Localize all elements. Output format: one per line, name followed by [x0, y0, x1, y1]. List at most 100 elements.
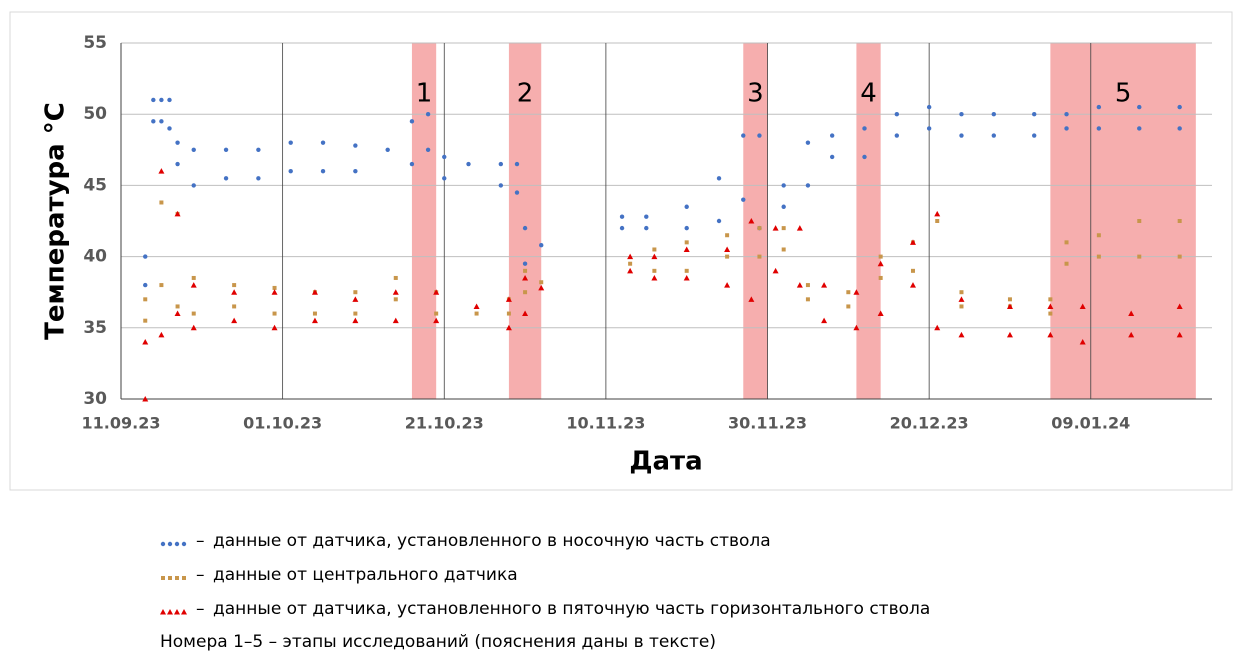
data-point: [781, 183, 786, 188]
data-point: [522, 310, 529, 317]
data-point: [353, 143, 358, 148]
data-point: [652, 268, 657, 273]
data-point: [1137, 254, 1142, 259]
data-point: [168, 576, 172, 580]
data-point: [272, 311, 277, 316]
data-point: [288, 140, 293, 145]
data-point: [748, 296, 755, 302]
y-tick-label: 55: [83, 33, 107, 53]
legend-separator: –: [196, 531, 205, 551]
stage-label: 4: [860, 79, 877, 109]
stage-label: 5: [1115, 79, 1132, 109]
x-tick-label: 01.10.23: [243, 414, 322, 433]
data-point: [651, 253, 658, 260]
data-point: [425, 112, 431, 117]
stage-label: 2: [517, 79, 534, 109]
data-point: [627, 253, 634, 260]
data-point: [805, 297, 810, 302]
data-point: [522, 225, 528, 231]
data-point: [716, 218, 722, 224]
data-point: [522, 261, 528, 266]
data-point: [312, 311, 317, 316]
data-point: [190, 324, 197, 331]
data-point: [506, 311, 511, 316]
data-point: [433, 317, 440, 324]
data-point: [232, 283, 237, 288]
data-point: [909, 239, 916, 245]
data-point: [190, 282, 197, 288]
data-point: [1096, 104, 1102, 110]
y-tick-label: 50: [83, 104, 107, 124]
data-point: [143, 282, 148, 288]
data-point: [498, 183, 504, 188]
data-point: [627, 267, 634, 274]
data-point: [167, 126, 172, 131]
data-point: [409, 119, 415, 124]
data-point: [683, 246, 690, 252]
data-point: [271, 289, 278, 295]
data-point: [1006, 331, 1013, 338]
data-point: [353, 168, 358, 174]
data-point: [1137, 104, 1142, 110]
data-point: [392, 317, 399, 324]
stage-band: [743, 43, 768, 399]
data-point: [442, 154, 447, 160]
data-point: [724, 282, 731, 288]
data-point: [829, 154, 835, 160]
data-point: [514, 161, 520, 167]
data-point: [628, 261, 633, 266]
data-point: [781, 226, 786, 231]
data-point: [683, 274, 690, 281]
data-point: [894, 112, 900, 117]
stage-band: [508, 43, 542, 399]
stage-label: 1: [416, 79, 433, 109]
data-point: [1096, 254, 1101, 259]
data-point: [652, 247, 657, 252]
data-point: [1177, 254, 1182, 259]
data-point: [716, 176, 722, 181]
data-point: [805, 283, 810, 288]
data-point: [143, 254, 148, 259]
data-point: [1064, 240, 1069, 245]
data-point: [644, 214, 649, 219]
data-point: [161, 576, 165, 580]
data-point: [175, 304, 180, 309]
data-point: [174, 310, 181, 317]
y-tick-label: 35: [83, 318, 107, 338]
data-point: [142, 396, 149, 402]
data-point: [271, 324, 278, 331]
data-point: [174, 541, 180, 547]
data-point: [175, 161, 180, 167]
data-point: [878, 254, 883, 259]
data-point: [1047, 303, 1054, 309]
data-point: [539, 280, 544, 285]
chart-frame: [9, 11, 1233, 491]
y-tick-label: 45: [83, 175, 107, 195]
data-point: [772, 267, 779, 274]
data-point: [256, 147, 261, 152]
data-point: [934, 324, 941, 331]
data-point: [385, 147, 390, 152]
legend-separator: –: [196, 565, 205, 585]
stage-band: [856, 43, 881, 399]
data-point: [474, 311, 479, 316]
data-point: [1096, 126, 1102, 131]
data-point: [311, 289, 318, 295]
data-point: [442, 176, 447, 181]
data-point: [174, 210, 181, 217]
data-point: [1177, 126, 1182, 131]
data-point: [143, 297, 148, 302]
data-point: [877, 310, 884, 317]
data-point: [523, 268, 528, 273]
data-point: [959, 290, 964, 295]
data-point: [231, 317, 238, 324]
legend-label: данные от центрального датчика: [213, 565, 518, 585]
data-point: [991, 133, 996, 138]
data-point: [926, 104, 932, 110]
data-point: [757, 226, 762, 231]
data-point: [684, 268, 689, 273]
data-point: [1064, 112, 1069, 117]
y-tick-label: 40: [83, 247, 107, 267]
data-point: [862, 154, 867, 160]
